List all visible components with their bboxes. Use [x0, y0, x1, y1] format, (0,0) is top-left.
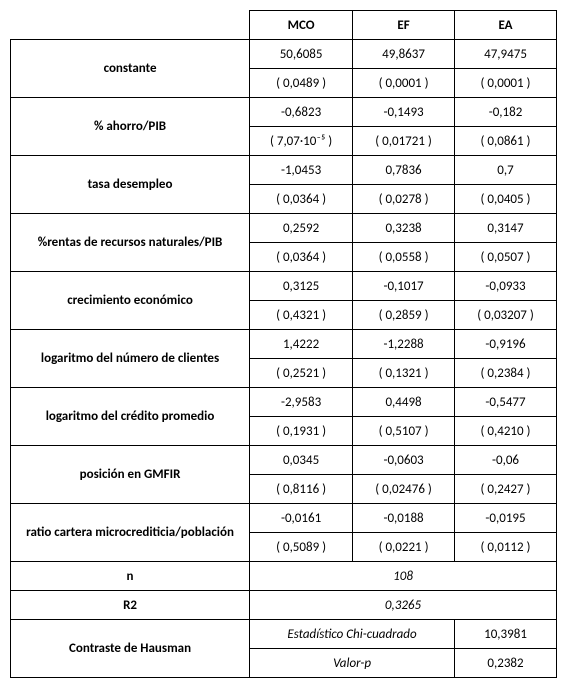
- cell-pvalue: ( 0,2521 ): [250, 359, 353, 388]
- cell-pvalue: ( 0,1321 ): [353, 359, 455, 388]
- cell-value: 1,4222: [250, 330, 353, 359]
- cell-pvalue: ( 0,02476 ): [353, 475, 455, 504]
- cell-value: -0,0603: [353, 446, 455, 475]
- cell-pvalue: ( 0,4321 ): [250, 301, 353, 330]
- cell-value: -0,06: [455, 446, 557, 475]
- cell-pvalue: ( 0,0364 ): [250, 185, 353, 214]
- cell-value: 0,4498: [353, 388, 455, 417]
- row-label: % ahorro/PIB: [11, 98, 250, 156]
- cell-pvalue: ( 0,5107 ): [353, 417, 455, 446]
- cell-value: -0,9196: [455, 330, 557, 359]
- cell-value: -0,0933: [455, 272, 557, 301]
- row-label: tasa desempleo: [11, 156, 250, 214]
- cell-pvalue: ( 0,2859 ): [353, 301, 455, 330]
- row-label: posición en GMFIR: [11, 446, 250, 504]
- row-label: constante: [11, 40, 250, 98]
- cell-value: 0,3125: [250, 272, 353, 301]
- cell-value: 49,8637: [353, 40, 455, 69]
- r2-label: R2: [11, 591, 250, 620]
- row-label: logaritmo del número de clientes: [11, 330, 250, 388]
- hausman-stat-value: 10,3981: [455, 620, 557, 649]
- cell-value: 0,2592: [250, 214, 353, 243]
- cell-pvalue: ( 0,4210 ): [455, 417, 557, 446]
- cell-pvalue: ( 0,03207 ): [455, 301, 557, 330]
- regression-table: MCO EF EA constante50,608549,863747,9475…: [10, 10, 557, 678]
- cell-pvalue: ( 0,0001 ): [353, 69, 455, 98]
- cell-value: 47,9475: [455, 40, 557, 69]
- cell-value: 0,3238: [353, 214, 455, 243]
- cell-value: -0,1493: [353, 98, 455, 127]
- cell-pvalue: ( 0,0001 ): [455, 69, 557, 98]
- hausman-p-label: Valor-p: [250, 649, 455, 678]
- cell-pvalue: ( 0,0364 ): [250, 243, 353, 272]
- cell-value: 0,0345: [250, 446, 353, 475]
- r2-value: 0,3265: [250, 591, 557, 620]
- cell-value: -0,5477: [455, 388, 557, 417]
- cell-value: -1,0453: [250, 156, 353, 185]
- cell-pvalue: ( 0,2384 ): [455, 359, 557, 388]
- header-mco: MCO: [250, 11, 353, 40]
- cell-value: 0,7836: [353, 156, 455, 185]
- row-label: ratio cartera microcrediticia/población: [11, 504, 250, 562]
- header-blank: [11, 11, 250, 40]
- cell-pvalue: ( 0,1931 ): [250, 417, 353, 446]
- header-ea: EA: [455, 11, 557, 40]
- cell-pvalue: ( 7,07·10⁻⁵ ): [250, 127, 353, 156]
- cell-value: -0,0188: [353, 504, 455, 533]
- cell-pvalue: ( 0,0507 ): [455, 243, 557, 272]
- cell-value: -0,182: [455, 98, 557, 127]
- cell-pvalue: ( 0,0489 ): [250, 69, 353, 98]
- cell-value: -2,9583: [250, 388, 353, 417]
- cell-pvalue: ( 0,01721 ): [353, 127, 455, 156]
- cell-value: 50,6085: [250, 40, 353, 69]
- row-label: %rentas de recursos naturales/PIB: [11, 214, 250, 272]
- hausman-stat-label: Estadístico Chi-cuadrado: [250, 620, 455, 649]
- n-value: 108: [250, 562, 557, 591]
- cell-pvalue: ( 0,0405 ): [455, 185, 557, 214]
- cell-pvalue: ( 0,0558 ): [353, 243, 455, 272]
- row-label: crecimiento económico: [11, 272, 250, 330]
- cell-pvalue: ( 0,8116 ): [250, 475, 353, 504]
- cell-value: -0,0195: [455, 504, 557, 533]
- hausman-p-value: 0,2382: [455, 649, 557, 678]
- cell-value: 0,3147: [455, 214, 557, 243]
- cell-value: -0,0161: [250, 504, 353, 533]
- cell-value: -1,2288: [353, 330, 455, 359]
- cell-pvalue: ( 0,0278 ): [353, 185, 455, 214]
- hausman-label: Contraste de Hausman: [11, 620, 250, 678]
- row-label: logaritmo del crédito promedio: [11, 388, 250, 446]
- cell-value: -0,1017: [353, 272, 455, 301]
- cell-pvalue: ( 0,2427 ): [455, 475, 557, 504]
- cell-pvalue: ( 0,5089 ): [250, 533, 353, 562]
- header-ef: EF: [353, 11, 455, 40]
- cell-pvalue: ( 0,0221 ): [353, 533, 455, 562]
- cell-value: 0,7: [455, 156, 557, 185]
- cell-value: -0,6823: [250, 98, 353, 127]
- cell-pvalue: ( 0,0861 ): [455, 127, 557, 156]
- n-label: n: [11, 562, 250, 591]
- cell-pvalue: ( 0,0112 ): [455, 533, 557, 562]
